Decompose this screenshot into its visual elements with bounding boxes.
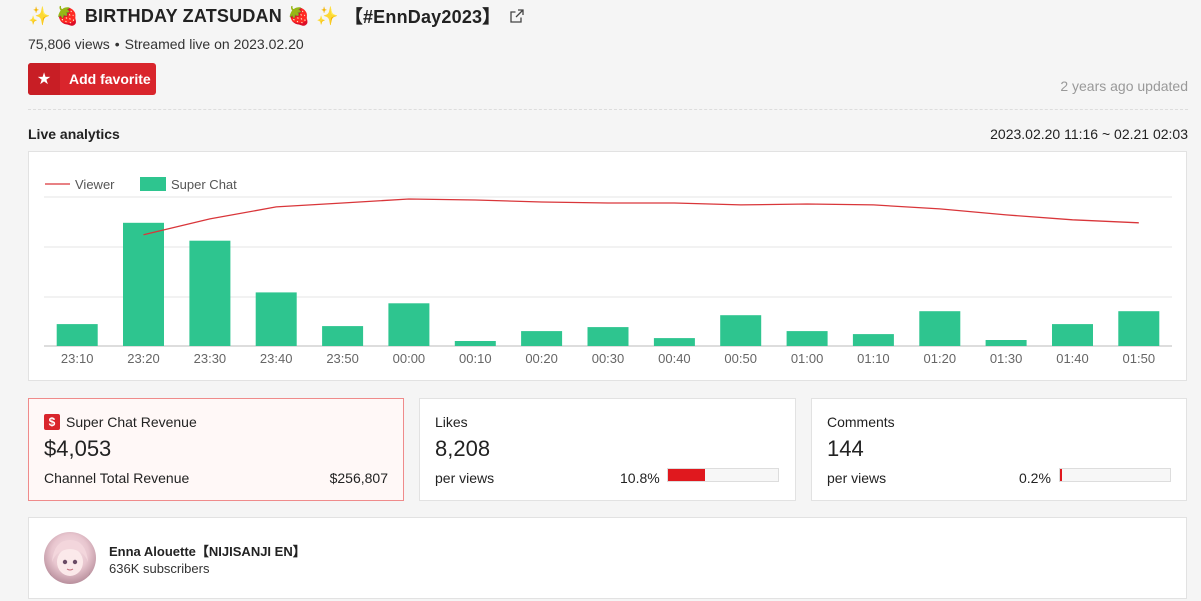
avatar-illustration-icon — [50, 540, 90, 584]
channel-avatar[interactable] — [44, 532, 96, 584]
likes-percent: 10.8% — [620, 470, 660, 486]
x-tick-label: 23:20 — [127, 351, 160, 366]
x-tick-label: 23:30 — [194, 351, 227, 366]
superchat-bar — [653, 338, 695, 346]
chart-canvas: 23:10 23:20 23:30 23:40 23:50 00:00 00:10 00:20… — [44, 177, 1172, 366]
strawberry-icon: 🍓 — [287, 5, 311, 27]
legend-viewer-label: Viewer — [75, 177, 115, 192]
x-tick-label: 01:20 — [924, 351, 957, 366]
view-count: 75,806 views — [28, 36, 110, 52]
divider — [28, 109, 1188, 110]
superchat-bar — [852, 334, 894, 346]
superchat-bar — [521, 331, 563, 346]
updated-timestamp: 2 years ago updated — [1060, 78, 1188, 94]
superchat-bar — [587, 327, 629, 346]
likes-progress-bar — [667, 468, 779, 482]
x-tick-label: 23:40 — [260, 351, 293, 366]
x-tick-label: 01:30 — [990, 351, 1023, 366]
superchat-bar — [1052, 324, 1093, 346]
superchat-bar — [786, 331, 828, 346]
comments-progress-bar — [1059, 468, 1171, 482]
x-tick-label: 01:50 — [1123, 351, 1156, 366]
legend-superchat-swatch — [140, 177, 166, 191]
superchat-bar — [985, 340, 1027, 346]
superchat-bar — [123, 222, 164, 346]
external-link-icon[interactable] — [510, 9, 525, 23]
x-tick-label: 01:10 — [857, 351, 890, 366]
x-tick-label: 01:40 — [1056, 351, 1089, 366]
add-favorite-button[interactable]: ★ Add favorite — [28, 63, 156, 95]
superchat-bar — [454, 341, 496, 346]
analytics-range: 2023.02.20 11:16 ~ 02.21 02:03 — [990, 126, 1188, 142]
add-favorite-label: Add favorite — [69, 71, 151, 87]
x-tick-label: 00:50 — [724, 351, 757, 366]
superchat-bar — [189, 240, 231, 346]
channel-total-revenue-value: $256,807 — [329, 470, 388, 486]
viewer-line — [143, 198, 1139, 236]
x-tick-label: 23:10 — [61, 351, 94, 366]
subscriber-count: 636K subscribers — [109, 561, 210, 576]
x-tick-label: 00:00 — [393, 351, 426, 366]
star-icon: ★ — [28, 63, 60, 95]
x-tick-label: 00:40 — [658, 351, 691, 366]
superchat-bar — [322, 326, 364, 346]
comments-per-views-label: per views — [827, 470, 887, 486]
video-title-tag: 【#EnnDay2023】 — [344, 7, 501, 27]
superchat-bar — [919, 311, 961, 346]
x-tick-label: 00:10 — [459, 351, 492, 366]
x-tick-label: 01:00 — [791, 351, 824, 366]
video-title-row: ✨ 🍓 BIRTHDAY ZATSUDAN 🍓 ✨ 【#EnnDay2023】 — [28, 4, 525, 28]
video-meta: 75,806 views • Streamed live on 2023.02.20 — [28, 36, 304, 52]
superchat-bar — [255, 292, 297, 346]
stream-date: Streamed live on 2023.02.20 — [124, 36, 304, 52]
sparkle-icon: ✨ — [28, 5, 51, 27]
x-tick-label: 23:50 — [326, 351, 359, 366]
dollar-icon: $ — [44, 414, 60, 430]
superchat-bar — [56, 324, 98, 346]
superchat-revenue-card: $ Super Chat Revenue $4,053 Channel Tota… — [28, 398, 404, 501]
x-tick-label: 00:30 — [592, 351, 625, 366]
video-title: BIRTHDAY ZATSUDAN — [84, 5, 282, 26]
superchat-bar — [1118, 311, 1160, 346]
likes-per-views-label: per views — [435, 470, 495, 486]
channel-card[interactable]: Enna Alouette【NIJISANJI EN】 636K subscri… — [28, 517, 1187, 599]
comments-percent: 0.2% — [1019, 470, 1051, 486]
x-tick-label: 00:20 — [525, 351, 558, 366]
comments-card: Comments 144 per views 0.2% — [811, 398, 1187, 501]
analytics-title: Live analytics — [28, 126, 120, 142]
superchat-bar — [388, 303, 430, 346]
comments-progress-fill — [1060, 469, 1063, 481]
comments-label: Comments — [827, 414, 895, 430]
likes-progress-fill — [668, 469, 706, 481]
likes-value: 8,208 — [435, 436, 491, 461]
legend-superchat-label: Super Chat — [171, 177, 237, 192]
channel-name[interactable]: Enna Alouette【NIJISANJI EN】 — [109, 544, 306, 559]
likes-card: Likes 8,208 per views 10.8% — [419, 398, 796, 501]
meta-separator: • — [114, 36, 120, 52]
strawberry-icon: 🍓 — [56, 5, 79, 27]
superchat-revenue-value: $4,053 — [44, 436, 112, 461]
channel-total-revenue-label: Channel Total Revenue — [44, 470, 190, 486]
likes-label: Likes — [435, 414, 468, 430]
comments-value: 144 — [827, 436, 864, 461]
sparkle-icon: ✨ — [316, 5, 339, 27]
superchat-revenue-label: Super Chat Revenue — [66, 414, 197, 430]
superchat-bar — [720, 315, 762, 346]
live-analytics-chart: 23:10 23:20 23:30 23:40 23:50 00:00 00:10 00:20… — [28, 151, 1187, 381]
